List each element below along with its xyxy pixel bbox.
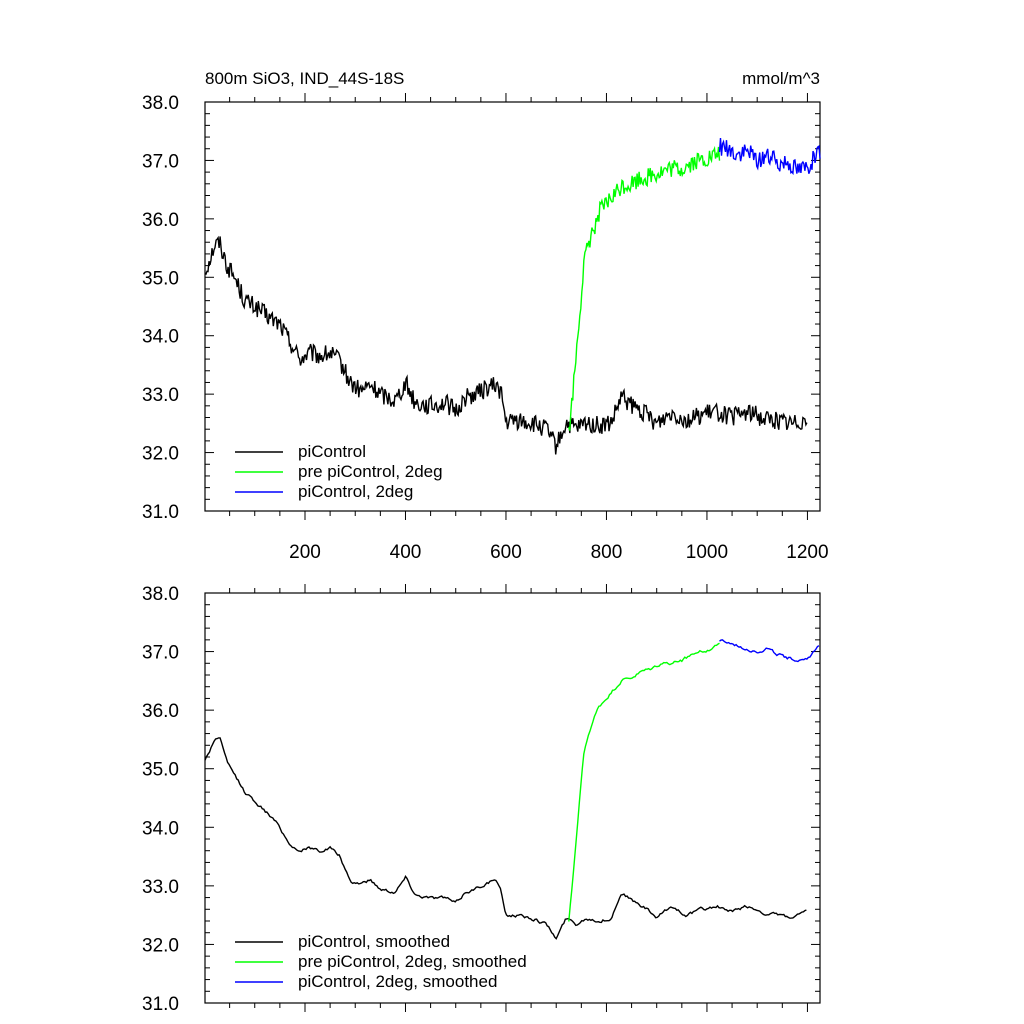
y-tick-label: 38.0 (142, 93, 179, 114)
bottom-plot-area: 31.0 32.0 33.0 34.0 35.0 36.0 37.0 38.0 piContro… (142, 584, 821, 1015)
series-line-1 (568, 145, 721, 431)
series-line-1 (568, 642, 720, 922)
top-plot-area: 31.0 32.0 33.0 34.0 35.0 36.0 37.0 38.0 200 400 60… (142, 93, 829, 563)
legend-label: pre piControl, 2deg, smoothed (298, 952, 527, 971)
y-tick-label: 36.0 (142, 210, 179, 231)
y-tick-label: 35.0 (142, 268, 179, 289)
series-line-2 (719, 639, 820, 663)
x-tick-label: 1200 (786, 542, 828, 563)
series-line-0 (204, 235, 808, 455)
top-panel: 800m SiO3, IND_44S-18S mmol/m^3 31.0 32.0… (142, 69, 829, 563)
y-tick-label: 34.0 (142, 327, 179, 348)
series-line-0 (204, 737, 807, 940)
y-tick-label: 38.0 (142, 584, 179, 605)
panel-title: 800m SiO3, IND_44S-18S (205, 69, 404, 88)
series-line-2 (718, 137, 821, 176)
y-tick-label: 31.0 (142, 502, 179, 523)
y-tick-label: 37.0 (142, 643, 179, 664)
y-tick-label: 31.0 (142, 994, 179, 1015)
plot-frame (204, 101, 821, 512)
unit-label: mmol/m^3 (742, 69, 820, 88)
legend-label: piControl, 2deg, smoothed (298, 972, 497, 991)
y-tick-label: 34.0 (142, 818, 179, 839)
legend-label: piControl, 2deg (298, 482, 413, 501)
y-tick-label: 33.0 (142, 877, 179, 898)
y-tick-label: 37.0 (142, 151, 179, 172)
x-tick-label: 400 (390, 542, 422, 563)
x-tick-label: 600 (490, 542, 522, 563)
y-tick-label: 32.0 (142, 935, 179, 956)
x-tick-label: 1000 (686, 542, 728, 563)
y-tick-label: 35.0 (142, 760, 179, 781)
legend-label: piControl, smoothed (298, 932, 450, 951)
y-tick-label: 33.0 (142, 385, 179, 406)
x-tick-label: 800 (591, 542, 623, 563)
legend-label: piControl (298, 442, 366, 461)
y-tick-label: 32.0 (142, 444, 179, 465)
x-tick-label: 200 (289, 542, 321, 563)
y-tick-label: 36.0 (142, 701, 179, 722)
legend-label: pre piControl, 2deg (298, 462, 443, 481)
bottom-panel: 31.0 32.0 33.0 34.0 35.0 36.0 37.0 38.0 piContro… (142, 584, 821, 1015)
plot-frame (204, 592, 821, 1004)
